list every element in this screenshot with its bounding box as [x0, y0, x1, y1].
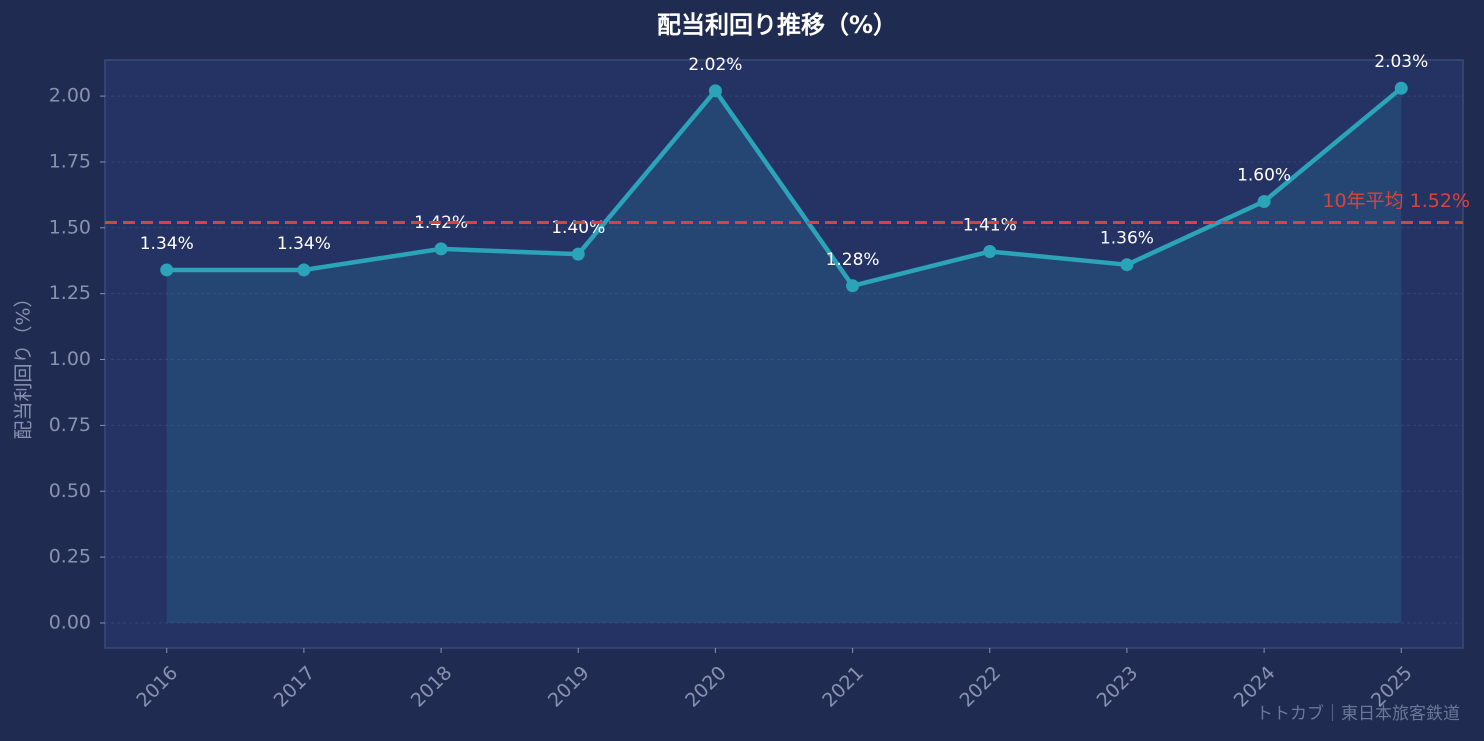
y-tick-label: 1.25	[49, 282, 91, 304]
data-label: 1.34%	[140, 234, 194, 254]
plot-area	[104, 59, 1464, 649]
y-tick-label: 1.00	[49, 348, 91, 370]
point	[1257, 194, 1271, 208]
y-tick-label: 0.75	[49, 414, 91, 436]
point	[983, 245, 997, 259]
point	[1120, 258, 1134, 272]
point	[846, 279, 860, 293]
y-tick-label: 0.00	[49, 611, 91, 633]
point	[160, 263, 174, 277]
y-tick-label: 1.75	[49, 150, 91, 172]
average-label: 10年平均 1.52%	[1322, 190, 1470, 212]
y-tick-label: 2.00	[49, 85, 91, 107]
data-label: 2.02%	[688, 55, 742, 75]
point	[571, 247, 585, 261]
point	[1394, 81, 1408, 95]
y-tick-label: 0.25	[49, 546, 91, 568]
chart-title: 配当利回り推移（%）	[657, 11, 897, 39]
line	[166, 86, 1403, 289]
watermark: トトカブ｜東日本旅客鉄道	[1256, 703, 1460, 724]
point	[434, 242, 448, 256]
data-label: 1.42%	[414, 213, 468, 233]
area	[166, 88, 1402, 623]
y-tick-label: 1.50	[49, 216, 91, 238]
data-label: 1.34%	[277, 234, 331, 254]
point	[297, 263, 311, 277]
y-axis-label: 配当利回り（%）	[13, 288, 35, 439]
data-label: 1.60%	[1237, 165, 1291, 185]
data-label: 1.41%	[963, 216, 1017, 236]
point	[708, 84, 722, 98]
data-label: 1.28%	[826, 250, 880, 270]
data-label: 1.36%	[1100, 229, 1154, 249]
data-label: 2.03%	[1374, 52, 1428, 72]
y-tick-label: 0.50	[49, 480, 91, 502]
